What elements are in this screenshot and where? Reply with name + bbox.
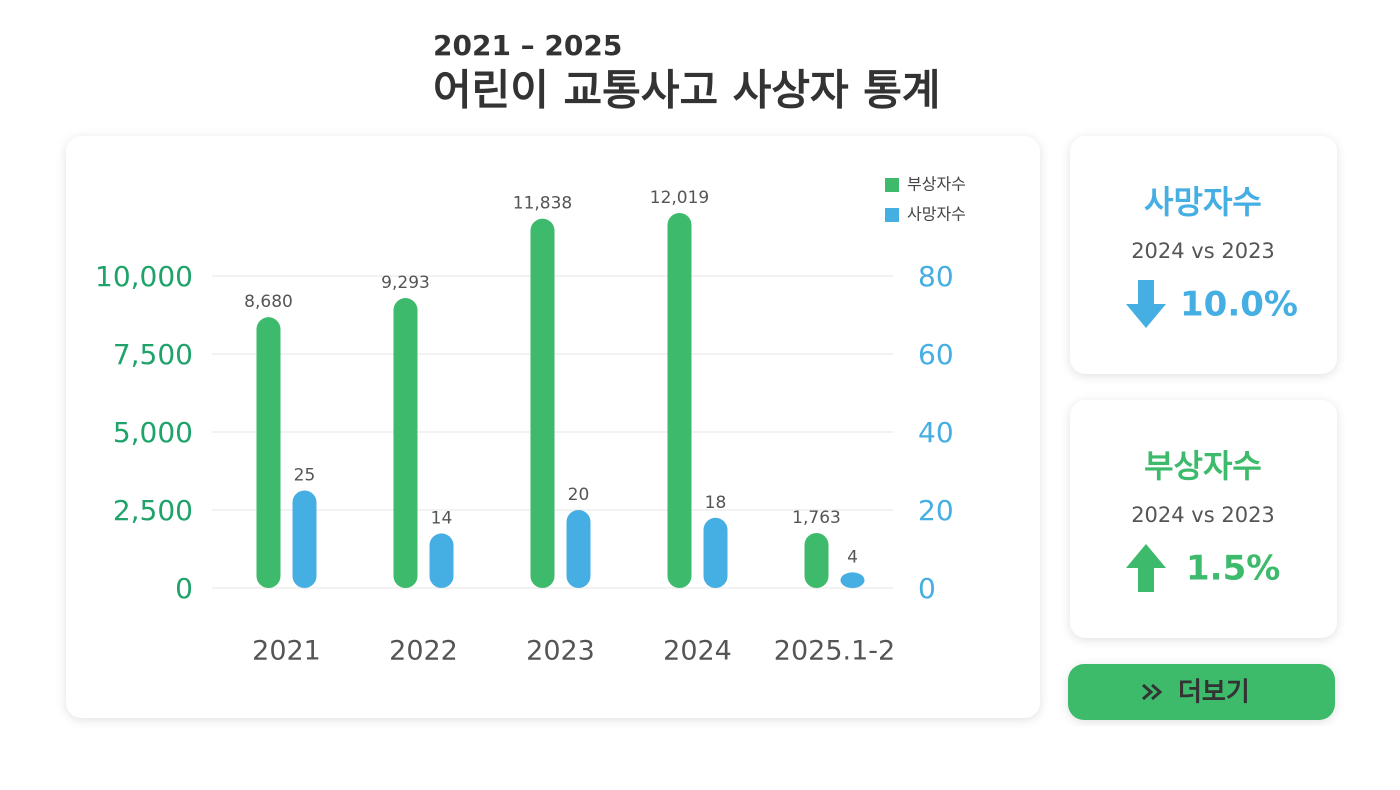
bar xyxy=(703,517,728,588)
y2-tick-label: 0 xyxy=(918,572,936,605)
card-comparison: 2024 vs 2023 xyxy=(1131,503,1275,527)
bar xyxy=(292,490,317,588)
card-change: 10.0% xyxy=(1180,285,1298,325)
y2-tick-label: 60 xyxy=(918,338,954,371)
y2-tick-label: 40 xyxy=(918,416,954,449)
bar xyxy=(566,510,591,588)
value-label: 9,293 xyxy=(381,273,430,293)
x-tick-label: 2022 xyxy=(389,636,458,667)
value-label: 18 xyxy=(705,493,727,513)
button-label[interactable]: 더보기 xyxy=(1178,678,1250,708)
legend-label: 부상자수 xyxy=(907,175,966,194)
y-tick-label: 10,000 xyxy=(95,260,193,293)
bar xyxy=(256,317,281,588)
y-tick-label: 5,000 xyxy=(113,416,193,449)
value-label: 11,838 xyxy=(513,194,572,214)
value-label: 12,019 xyxy=(650,188,709,208)
card-change: 1.5% xyxy=(1186,549,1280,589)
x-tick-label: 2024 xyxy=(663,636,732,667)
value-label: 20 xyxy=(568,485,590,505)
bar xyxy=(530,218,555,588)
button-bg[interactable] xyxy=(1068,664,1335,720)
y2-tick-label: 80 xyxy=(918,260,954,293)
trend-arrow xyxy=(1126,280,1166,328)
more-button[interactable]: 더보기 xyxy=(1068,664,1335,720)
y-tick-label: 7,500 xyxy=(113,338,193,371)
y-tick-label: 2,500 xyxy=(113,494,193,527)
subtitle: 2021 – 2025 xyxy=(433,29,622,62)
value-label: 14 xyxy=(431,508,453,528)
card-title: 부상자수 xyxy=(1144,447,1262,485)
x-tick-label: 2023 xyxy=(526,636,595,667)
legend-swatch xyxy=(885,178,899,192)
x-tick-label: 2021 xyxy=(252,636,321,667)
bar xyxy=(840,572,865,588)
card xyxy=(1070,400,1337,638)
y-tick-label: 0 xyxy=(175,572,193,605)
value-label: 25 xyxy=(294,466,316,486)
x-tick-label: 2025.1-2 xyxy=(774,636,895,667)
bar xyxy=(667,213,692,588)
title: 어린이 교통사고 사상자 통계 xyxy=(433,66,941,115)
bar xyxy=(393,298,418,588)
bar xyxy=(429,533,454,588)
value-label: 8,680 xyxy=(244,292,293,312)
trend-arrow xyxy=(1126,544,1166,592)
bar xyxy=(804,532,829,588)
value-label: 4 xyxy=(847,547,858,567)
legend-label: 사망자수 xyxy=(907,205,966,224)
card-comparison: 2024 vs 2023 xyxy=(1131,239,1275,263)
card-title: 사망자수 xyxy=(1144,183,1262,221)
value-label: 1,763 xyxy=(792,508,841,528)
y2-tick-label: 20 xyxy=(918,494,954,527)
legend-swatch xyxy=(885,208,899,222)
chevron-icon[interactable] xyxy=(1142,683,1163,701)
